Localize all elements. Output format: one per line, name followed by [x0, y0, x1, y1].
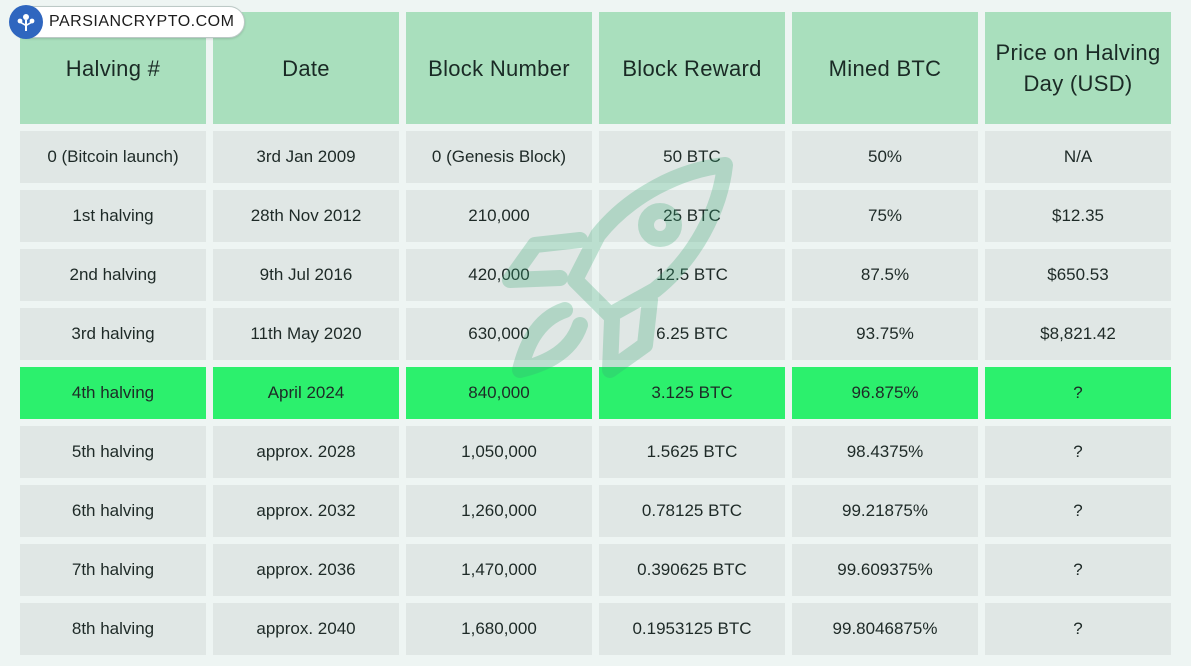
- cell-halving: 7th halving: [20, 544, 206, 596]
- cell-halving: 8th halving: [20, 603, 206, 655]
- cell-block-reward: 3.125 BTC: [599, 367, 785, 419]
- cell-mined-btc: 93.75%: [792, 308, 978, 360]
- tree-icon: [9, 5, 43, 39]
- cell-mined-btc: 87.5%: [792, 249, 978, 301]
- cell-date: 28th Nov 2012: [213, 190, 399, 242]
- cell-block-number: 1,680,000: [406, 603, 592, 655]
- cell-mined-btc: 98.4375%: [792, 426, 978, 478]
- cell-price: ?: [985, 426, 1171, 478]
- cell-mined-btc: 99.609375%: [792, 544, 978, 596]
- cell-block-number: 840,000: [406, 367, 592, 419]
- cell-price: ?: [985, 367, 1171, 419]
- cell-block-reward: 25 BTC: [599, 190, 785, 242]
- cell-block-reward: 1.5625 BTC: [599, 426, 785, 478]
- cell-mined-btc: 75%: [792, 190, 978, 242]
- header-block-reward: Block Reward: [599, 12, 785, 124]
- cell-halving: 0 (Bitcoin launch): [20, 131, 206, 183]
- cell-halving: 6th halving: [20, 485, 206, 537]
- cell-halving: 4th halving: [20, 367, 206, 419]
- cell-block-reward: 0.1953125 BTC: [599, 603, 785, 655]
- cell-halving: 2nd halving: [20, 249, 206, 301]
- cell-halving: 1st halving: [20, 190, 206, 242]
- cell-block-number: 630,000: [406, 308, 592, 360]
- header-date: Date: [213, 12, 399, 124]
- cell-block-number: 1,260,000: [406, 485, 592, 537]
- cell-price: $8,821.42: [985, 308, 1171, 360]
- cell-block-number: 210,000: [406, 190, 592, 242]
- cell-block-number: 420,000: [406, 249, 592, 301]
- cell-price: ?: [985, 544, 1171, 596]
- cell-date: approx. 2036: [213, 544, 399, 596]
- header-block-number: Block Number: [406, 12, 592, 124]
- cell-price: N/A: [985, 131, 1171, 183]
- cell-halving: 3rd halving: [20, 308, 206, 360]
- cell-block-reward: 12.5 BTC: [599, 249, 785, 301]
- cell-price: $650.53: [985, 249, 1171, 301]
- halving-table: Halving # Date Block Number Block Reward…: [20, 12, 1172, 655]
- cell-date: approx. 2040: [213, 603, 399, 655]
- header-price: Price on Halving Day (USD): [985, 12, 1171, 124]
- cell-block-reward: 0.390625 BTC: [599, 544, 785, 596]
- cell-date: 3rd Jan 2009: [213, 131, 399, 183]
- brand-logo[interactable]: PARSIANCRYPTO.COM: [9, 5, 246, 39]
- cell-mined-btc: 96.875%: [792, 367, 978, 419]
- cell-price: ?: [985, 485, 1171, 537]
- cell-date: April 2024: [213, 367, 399, 419]
- cell-date: approx. 2028: [213, 426, 399, 478]
- cell-mined-btc: 50%: [792, 131, 978, 183]
- cell-block-number: 0 (Genesis Block): [406, 131, 592, 183]
- cell-halving: 5th halving: [20, 426, 206, 478]
- cell-price: $12.35: [985, 190, 1171, 242]
- cell-block-reward: 50 BTC: [599, 131, 785, 183]
- cell-price: ?: [985, 603, 1171, 655]
- header-mined-btc: Mined BTC: [792, 12, 978, 124]
- cell-block-number: 1,050,000: [406, 426, 592, 478]
- cell-date: 9th Jul 2016: [213, 249, 399, 301]
- cell-date: approx. 2032: [213, 485, 399, 537]
- cell-date: 11th May 2020: [213, 308, 399, 360]
- cell-block-number: 1,470,000: [406, 544, 592, 596]
- brand-name: PARSIANCRYPTO.COM: [49, 13, 235, 30]
- cell-block-reward: 0.78125 BTC: [599, 485, 785, 537]
- cell-mined-btc: 99.8046875%: [792, 603, 978, 655]
- cell-block-reward: 6.25 BTC: [599, 308, 785, 360]
- cell-mined-btc: 99.21875%: [792, 485, 978, 537]
